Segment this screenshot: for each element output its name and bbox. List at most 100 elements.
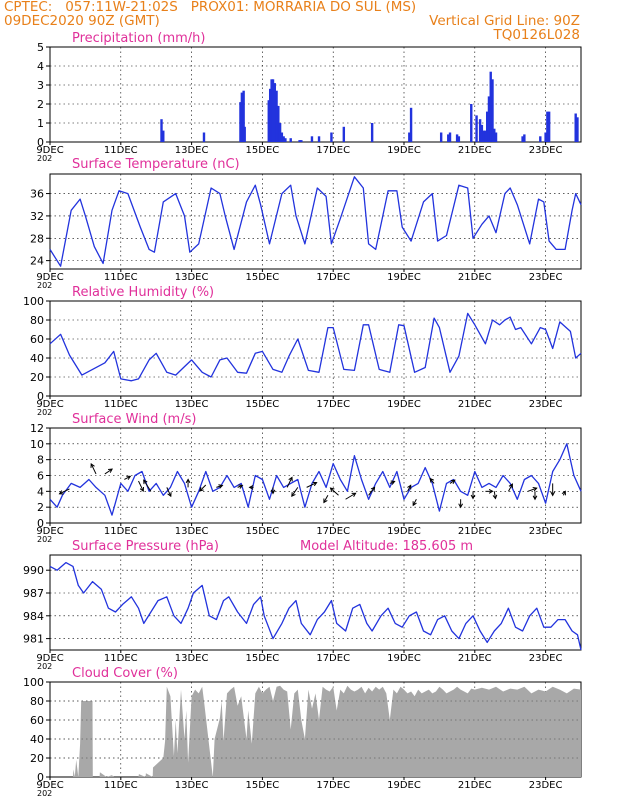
cloud-ytick-label: 40 xyxy=(30,733,44,746)
wind-vector-head xyxy=(139,486,144,492)
temp-xtick-label: 11DEC xyxy=(104,272,138,283)
wind-ytick-label: 0 xyxy=(37,517,44,530)
precip-bar xyxy=(574,113,577,142)
temp-xtick-label: 17DEC xyxy=(316,272,350,283)
rh-xtick-label: 9DEC xyxy=(36,399,63,410)
precip-xtick-label: 23DEC xyxy=(529,145,563,156)
wind-series-line xyxy=(49,443,582,516)
temp-year-marker: 202 xyxy=(37,281,52,290)
precip-xtick-label: 19DEC xyxy=(387,145,421,156)
wind-vector xyxy=(412,499,417,506)
pressure-ytick-label: 987 xyxy=(23,587,44,600)
wind-vector xyxy=(138,480,144,492)
pressure-xtick-label: 19DEC xyxy=(387,653,421,664)
rh-ytick-label: 60 xyxy=(30,333,44,346)
precip-bar xyxy=(282,136,285,142)
precip-title: Precipitation (mm/h) xyxy=(72,31,205,46)
precip-ytick-label: 2 xyxy=(37,98,44,111)
wind-vector-head xyxy=(488,488,494,494)
temp-ytick-label: 24 xyxy=(30,255,44,268)
precip-bar xyxy=(547,111,551,142)
precip-bar xyxy=(268,88,272,142)
cloud-ytick-label: 0 xyxy=(37,771,44,784)
cloud-panel: 0 20 40 60 80 100 9DEC 11DEC 13DEC 15DEC 17DEC 19DE… xyxy=(23,666,582,798)
run-date: 09DEC2020 90Z (GMT) xyxy=(4,13,160,29)
wind-vector-head xyxy=(199,487,204,492)
pressure-year-marker: 202 xyxy=(37,662,52,671)
wind-vector xyxy=(104,468,113,475)
temp-ytick-label: 28 xyxy=(30,232,44,245)
wind-vector xyxy=(323,495,329,503)
wind-vector-head xyxy=(238,484,244,489)
precip-bar xyxy=(493,128,496,142)
cloud-xtick-label: 15DEC xyxy=(246,780,280,791)
temp-xtick-label: 13DEC xyxy=(175,272,209,283)
cloud-xtick-label: 17DEC xyxy=(316,780,350,791)
precip-xtick-label: 21DEC xyxy=(458,145,492,156)
pressure-panel: 981 984 987 990 9DEC 11DEC 13DEC 15DEC 17DEC 19DE… xyxy=(23,539,582,671)
precip-bar xyxy=(271,79,275,142)
wind-vector-head xyxy=(312,481,318,487)
cloud-xtick-label: 9DEC xyxy=(36,780,63,791)
wind-xtick-label: 11DEC xyxy=(104,526,138,537)
pressure-xtick-label: 15DEC xyxy=(246,653,280,664)
cloud-xtick-label: 13DEC xyxy=(175,780,209,791)
rh-xtick-label: 15DEC xyxy=(246,399,280,410)
precip-bar xyxy=(162,130,165,142)
wind-vector-head xyxy=(329,487,335,493)
precip-bar xyxy=(278,123,282,142)
precip-bar xyxy=(494,132,498,142)
precip-bar xyxy=(242,90,245,142)
wind-ytick-label: 4 xyxy=(37,485,44,498)
precip-ytick-label: 3 xyxy=(37,79,44,92)
wind-vector xyxy=(291,487,299,497)
wind-panel: 0 2 4 6 8 10 12 9DEC 11DEC 13DEC 15DEC 17DEC 19DEC 21… xyxy=(30,412,582,544)
wind-vector-head xyxy=(550,491,556,497)
rh-year-marker: 202 xyxy=(37,408,52,417)
wind-vector xyxy=(124,475,131,480)
wind-vector-head xyxy=(508,483,513,489)
wind-vector xyxy=(286,477,293,488)
rh-title: Relative Humidity (%) xyxy=(72,285,214,300)
wind-xtick-label: 23DEC xyxy=(529,526,563,537)
wind-xtick-label: 21DEC xyxy=(458,526,492,537)
precip-bar xyxy=(480,124,484,142)
wind-vector-head xyxy=(58,490,64,495)
rh-series-line xyxy=(49,312,582,382)
wind-vector-head xyxy=(185,478,191,484)
wind-vector xyxy=(330,487,339,496)
precip-bar xyxy=(408,132,411,142)
rh-ytick-label: 100 xyxy=(23,295,44,308)
rh-ytick-label: 40 xyxy=(30,352,44,365)
temp-xtick-label: 21DEC xyxy=(458,272,492,283)
model-code: TQ0126L028 xyxy=(493,27,580,43)
precip-bar xyxy=(489,71,492,142)
wind-vector xyxy=(527,487,537,492)
precip-bar xyxy=(370,123,374,142)
precip-bar xyxy=(267,100,270,142)
wind-vector-head xyxy=(458,503,464,509)
precip-bar xyxy=(576,117,579,142)
cloud-ytick-label: 100 xyxy=(23,676,44,689)
temp-xtick-label: 23DEC xyxy=(529,272,563,283)
rh-xtick-label: 17DEC xyxy=(316,399,350,410)
wind-vector xyxy=(143,479,152,492)
temp-panel: 24 28 32 36 9DEC 11DEC 13DEC 15DEC 17DEC 19DEC 21D… xyxy=(30,157,582,290)
precip-bar xyxy=(300,140,303,142)
wind-vector xyxy=(507,483,513,492)
pressure-xtick-label: 17DEC xyxy=(316,653,350,664)
precip-bar xyxy=(277,105,280,142)
wind-vector xyxy=(90,463,97,475)
precip-bar xyxy=(447,134,450,142)
wind-vector-head xyxy=(143,479,148,485)
wind-vector-head xyxy=(532,495,538,501)
temp-ytick-label: 36 xyxy=(30,188,44,201)
cloud-title: Cloud Cover (%) xyxy=(72,666,178,681)
precip-bar xyxy=(523,134,526,142)
wind-vector-head xyxy=(218,484,224,489)
pressure-ytick-label: 990 xyxy=(23,564,44,577)
precip-bar xyxy=(539,136,542,142)
cloud-xtick-label: 11DEC xyxy=(104,780,138,791)
rh-xtick-label: 13DEC xyxy=(175,399,209,410)
precip-bar xyxy=(330,132,333,142)
